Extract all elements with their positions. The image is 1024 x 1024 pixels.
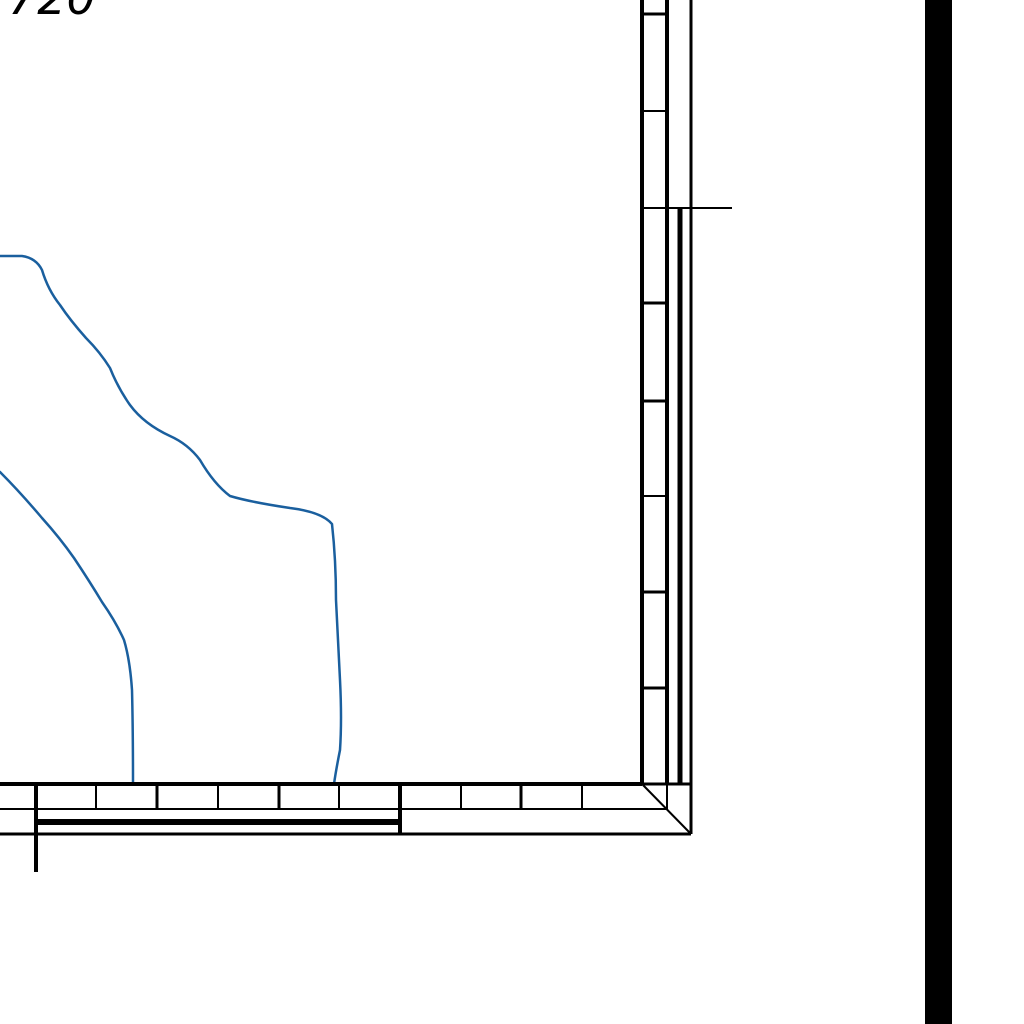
map-frame [0,0,732,872]
contour-elevation-label: 720 [8,0,96,25]
contour-line-outer [0,254,343,786]
contour-lines [0,254,343,786]
right-graticule-ticks [642,12,732,690]
right-edge-bar [925,0,952,1024]
frame-corner-diagonal [641,783,692,835]
contour-line-inner [0,470,135,786]
bottom-graticule-ticks [34,784,583,872]
